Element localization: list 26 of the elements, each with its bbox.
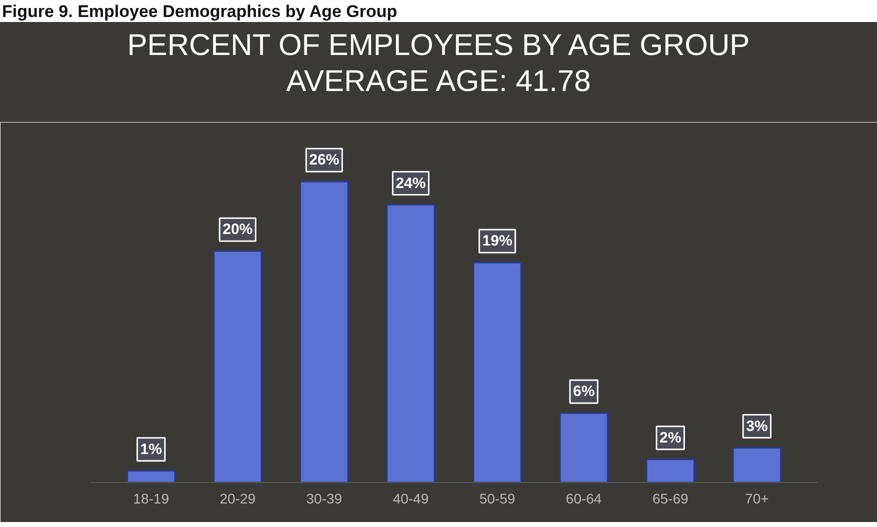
x-tick-label: 40-49 [392,490,429,506]
bar [559,412,608,482]
bar [213,250,262,482]
data-label: 6% [572,383,595,400]
x-tick-label: 70+ [745,490,769,506]
bar [126,470,176,482]
data-label: 2% [660,429,682,446]
data-label: 24% [396,174,426,192]
bar [646,458,695,482]
data-label: 1% [140,440,162,458]
x-tick-label: 20-29 [220,490,256,506]
chart-title: Figure 9. Employee Demographics by Age Group [2,1,398,23]
chart-subtitle: PERCENT OF EMPLOYEES BY AGE GROUP AVERAGE AGE: 41.78 [127,28,750,100]
bar [732,447,782,482]
bar [386,204,436,482]
x-tick-label: 30-39 [306,490,342,506]
x-tick-label: 60-64 [566,490,602,506]
bar [472,262,522,482]
x-tick-label: 50-59 [479,490,516,506]
x-tick-label: 18-19 [133,490,170,506]
data-label: 20% [222,221,253,238]
data-label: 3% [746,418,768,435]
data-label: 26% [309,152,340,169]
x-tick-label: 65-69 [652,490,688,506]
bar [300,180,349,482]
data-label: 19% [482,232,512,250]
